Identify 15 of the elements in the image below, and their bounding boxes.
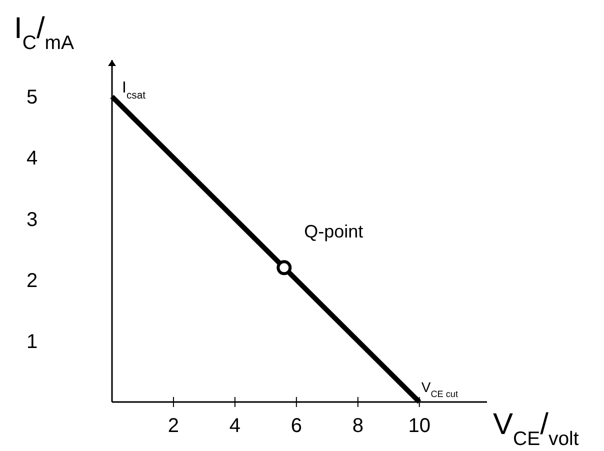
y-tick-label: 5: [26, 86, 38, 109]
annotation: Q-point: [304, 222, 364, 242]
y-tick-label: 3: [26, 208, 38, 231]
x-tick-label: 6: [290, 415, 302, 437]
annotation: V$_{CE cut}$: [421, 379, 458, 399]
y-tick-label: 2: [26, 270, 38, 292]
x-tick-label: 4: [229, 415, 241, 437]
y-tick-label: 1: [26, 330, 38, 353]
y-tick-label: 4: [26, 148, 38, 170]
x-tick-label: 2: [168, 415, 180, 437]
x-axis-title: V$_{CE}$/$_{volt}$: [493, 408, 580, 450]
x-tick-label: 10: [408, 415, 430, 437]
x-tick-label: 8: [352, 415, 364, 437]
annotation: I$_{csat}$: [122, 80, 146, 102]
y-axis-title: I$_{C}$/$_{mA}$: [14, 12, 74, 54]
